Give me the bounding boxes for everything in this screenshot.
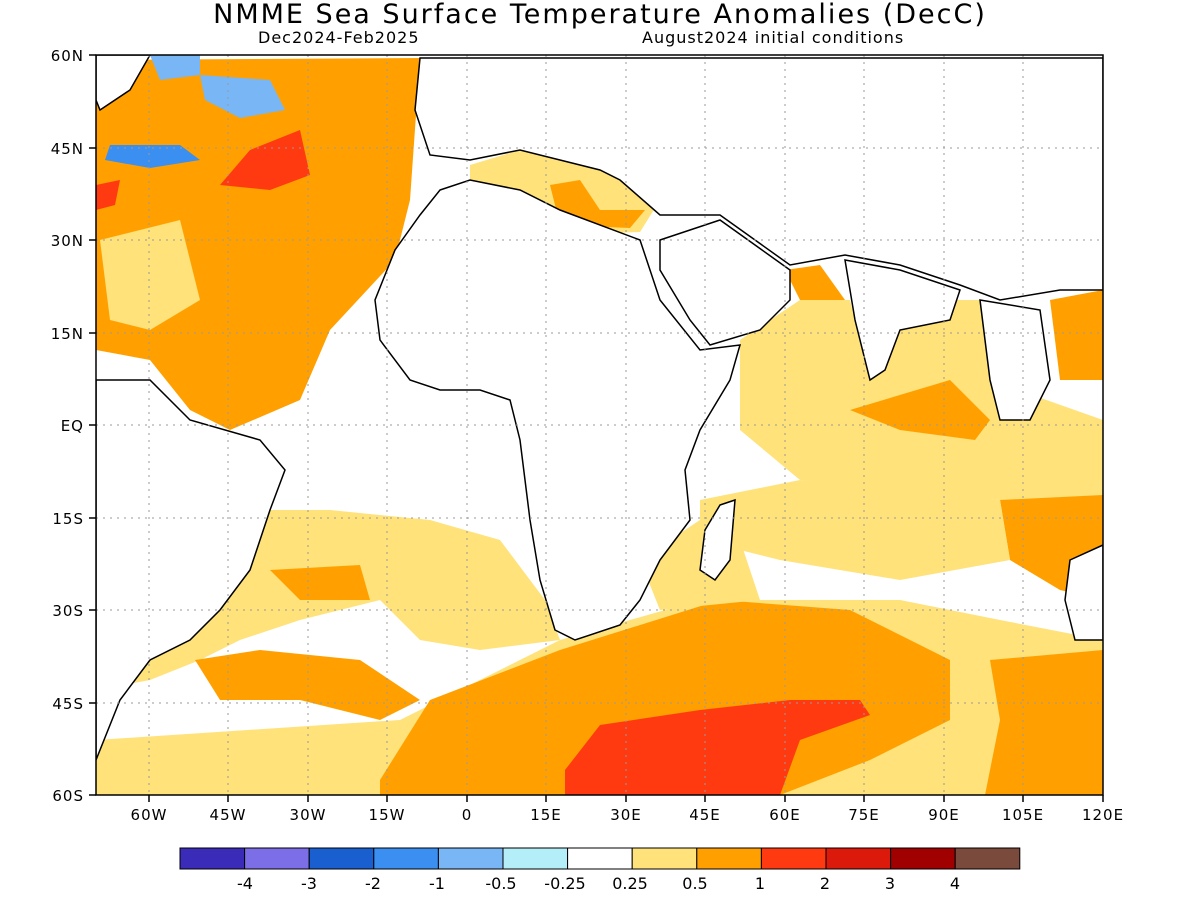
colorbar-label: 0.25 <box>612 874 648 893</box>
lon-label: 90E <box>928 806 960 824</box>
colorbar-label: -3 <box>301 874 317 893</box>
tick-marks <box>89 54 1104 802</box>
colorbar-label: -2 <box>365 874 381 893</box>
colorbar-swatch <box>954 847 1021 870</box>
labrador-cold-anomaly <box>105 145 200 168</box>
colorbar-label: 0.5 <box>682 874 707 893</box>
southern-indian-strong <box>565 700 870 795</box>
australia-land <box>1064 544 1103 641</box>
lat-label: EQ <box>61 417 84 435</box>
colorbar-swatch <box>373 847 439 870</box>
bay-of-bengal-warm <box>850 380 990 440</box>
lon-label: 15W <box>369 806 406 824</box>
labrador-cold-anomaly-2 <box>200 75 285 118</box>
latitude-labels: 60N 45N 30N 15N EQ 15S 30S 45S 60S <box>51 47 84 805</box>
colorbar-swatch <box>179 847 246 870</box>
map-title: NMME Sea Surface Temperature Anomalies (… <box>213 0 987 30</box>
lon-label: 120E <box>1082 806 1124 824</box>
lat-label: 45S <box>52 695 84 713</box>
lat-label: 60S <box>52 787 84 805</box>
initial-conditions: August2024 initial conditions <box>642 28 905 47</box>
colorbar-label: 4 <box>950 874 960 893</box>
arabia-land <box>659 219 791 346</box>
central-indian-light <box>700 480 1010 580</box>
lat-label: 30S <box>52 602 84 620</box>
colorbar-swatch <box>437 847 504 870</box>
colorbar-label: 2 <box>820 874 830 893</box>
colorbar-swatch <box>502 847 569 870</box>
colorbar-swatch <box>244 847 310 870</box>
persian-gulf-warm <box>785 265 845 300</box>
colorbar-labels: -4 -3 -2 -1 -0.5 -0.25 0.25 0.5 1 2 3 4 <box>237 874 960 893</box>
colorbar-swatch <box>631 847 698 870</box>
lon-label: 60W <box>131 806 168 824</box>
lat-label: 15S <box>52 510 84 528</box>
lon-label: 0 <box>462 806 473 824</box>
iberia-warm <box>96 180 120 210</box>
colorbar-swatch <box>308 847 375 870</box>
india-land <box>844 259 961 382</box>
lon-label: 45W <box>210 806 247 824</box>
australia-west-warm <box>985 650 1103 795</box>
lon-label: 15E <box>530 806 562 824</box>
south-china-sea-warm <box>1050 290 1103 380</box>
africa-land <box>374 179 742 641</box>
lat-label: 45N <box>51 140 84 158</box>
colorbar-swatch <box>760 847 827 870</box>
lon-label: 75E <box>848 806 880 824</box>
southeast-asia-land <box>979 299 1051 421</box>
forecast-period: Dec2024-Feb2025 <box>258 28 420 47</box>
labrador-cold-anomaly-3 <box>150 55 200 80</box>
graticule <box>96 55 1103 795</box>
north-atlantic-light <box>100 220 200 330</box>
colorbar-label: -0.5 <box>485 874 516 893</box>
colorbar-label: -4 <box>237 874 253 893</box>
colorbar-swatch <box>696 847 762 870</box>
lat-label: 30N <box>51 232 84 250</box>
lon-label: 30W <box>290 806 327 824</box>
south-atlantic-warm <box>270 565 370 600</box>
south-america-land <box>96 379 286 761</box>
lon-label: 105E <box>1002 806 1044 824</box>
colorbar-swatch <box>825 847 892 870</box>
southern-indian-warm <box>380 600 950 795</box>
colorbar <box>179 847 1021 870</box>
colorbar-swatch <box>567 847 633 870</box>
lon-label: 45E <box>689 806 721 824</box>
greenland-land <box>96 55 151 112</box>
colorbar-label: -1 <box>429 874 445 893</box>
colorbar-label: -0.25 <box>544 874 585 893</box>
gulf-stream-anomaly <box>220 130 310 190</box>
lat-label: 60N <box>51 47 84 65</box>
colorbar-label: 1 <box>755 874 765 893</box>
lat-label: 15N <box>51 325 84 343</box>
longitude-labels: 60W 45W 30W 15W 0 15E 30E 45E 60E 75E 90… <box>131 806 1124 824</box>
colorbar-swatch <box>890 847 956 870</box>
lon-label: 30E <box>610 806 642 824</box>
lon-label: 60E <box>769 806 801 824</box>
colorbar-label: 3 <box>885 874 895 893</box>
madagascar-land <box>699 498 736 582</box>
